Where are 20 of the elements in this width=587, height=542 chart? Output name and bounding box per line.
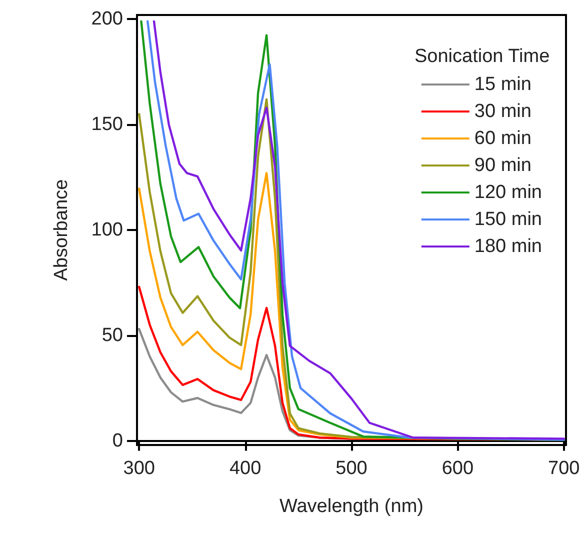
legend-label: 60 min: [474, 128, 532, 149]
legend-label: 90 min: [474, 155, 532, 176]
x-tick-label: 500: [336, 458, 368, 479]
legend-label: 15 min: [474, 74, 532, 95]
x-tick-label: 700: [548, 458, 580, 479]
legend-label: 30 min: [474, 101, 532, 122]
y-tick-label: 50: [102, 324, 123, 346]
y-axis-title: Absorbance: [51, 179, 72, 281]
y-tick-label: 200: [91, 8, 123, 30]
y-tick-label: 100: [91, 220, 123, 240]
y-tick-label: 150: [91, 114, 123, 136]
y-tick-label: 0: [112, 430, 123, 452]
x-tick-label: 300: [123, 458, 155, 479]
legend-label: 150 min: [474, 209, 542, 230]
x-tick-label: 400: [229, 458, 262, 479]
x-axis-title: Wavelength (nm): [280, 496, 424, 517]
legend-label: 120 min: [474, 182, 542, 203]
legend-label: 180 min: [474, 236, 542, 257]
legend-title: Sonication Time: [414, 46, 550, 67]
x-tick-label: 600: [442, 458, 474, 479]
